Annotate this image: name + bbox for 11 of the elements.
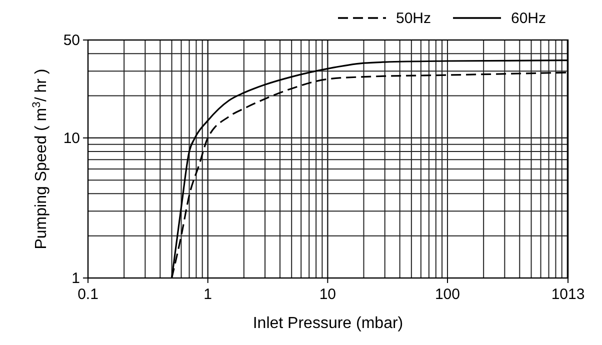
y-tick-label: 50 <box>63 32 80 49</box>
x-tick-label: 100 <box>434 286 460 303</box>
x-tick-label: 1013 <box>551 286 585 303</box>
x-tick-label: 10 <box>319 286 336 303</box>
y-tick-label: 1 <box>72 270 80 287</box>
y-tick-label: 10 <box>63 130 80 147</box>
x-tick-label: 1 <box>204 286 212 303</box>
x-tick-label: 0.1 <box>78 286 98 303</box>
x-axis-title: Inlet Pressure (mbar) <box>252 315 404 332</box>
legend-label: 60Hz <box>511 10 546 27</box>
legend-label: 50Hz <box>396 10 432 27</box>
